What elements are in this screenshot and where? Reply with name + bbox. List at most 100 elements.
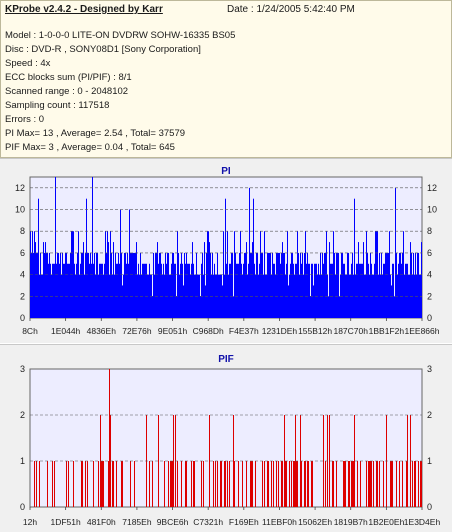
bar bbox=[129, 209, 130, 318]
bar bbox=[160, 252, 161, 318]
bar bbox=[324, 252, 325, 318]
bar bbox=[323, 415, 324, 507]
y-tick-label-left: 2 bbox=[20, 291, 25, 301]
bar bbox=[82, 461, 83, 507]
bar bbox=[130, 461, 131, 507]
bar bbox=[398, 263, 399, 318]
bar bbox=[379, 461, 380, 507]
bar bbox=[203, 461, 204, 507]
bar bbox=[409, 274, 410, 318]
bar bbox=[68, 263, 69, 318]
bar bbox=[246, 242, 247, 318]
y-tick-label-left: 12 bbox=[15, 183, 25, 193]
bar bbox=[37, 252, 38, 318]
bar bbox=[82, 252, 83, 318]
bar bbox=[126, 263, 127, 318]
chart-title: PI bbox=[221, 166, 231, 177]
bar bbox=[389, 231, 390, 318]
bar bbox=[101, 461, 102, 507]
bar bbox=[373, 461, 374, 507]
bar bbox=[328, 296, 329, 318]
bar bbox=[218, 274, 219, 318]
bar bbox=[206, 252, 207, 318]
bar bbox=[39, 274, 40, 318]
bar bbox=[296, 263, 297, 318]
bar bbox=[311, 461, 312, 507]
bar bbox=[354, 198, 355, 318]
bar bbox=[391, 461, 392, 507]
bar bbox=[368, 263, 369, 318]
scan-date: Date : 1/24/2005 5:42:40 PM bbox=[227, 4, 355, 15]
bar bbox=[255, 461, 256, 507]
bar bbox=[187, 263, 188, 318]
bar bbox=[352, 461, 353, 507]
bar bbox=[252, 461, 253, 507]
bar bbox=[101, 263, 102, 318]
bar bbox=[413, 252, 414, 318]
bar bbox=[262, 252, 263, 318]
bar bbox=[213, 274, 214, 318]
bar bbox=[298, 252, 299, 318]
bar bbox=[174, 263, 175, 318]
bar bbox=[392, 263, 393, 318]
bar bbox=[306, 263, 307, 318]
bar bbox=[85, 461, 86, 507]
x-tick-label: 187C70h bbox=[333, 326, 368, 336]
bar bbox=[363, 242, 364, 318]
bar bbox=[180, 263, 181, 318]
y-tick-label-left: 0 bbox=[20, 502, 25, 512]
bar bbox=[230, 263, 231, 318]
bar bbox=[135, 252, 136, 318]
bar bbox=[172, 461, 173, 507]
bar bbox=[184, 252, 185, 318]
bar bbox=[278, 252, 279, 318]
y-tick-label-left: 4 bbox=[20, 270, 25, 280]
bar bbox=[168, 252, 169, 318]
bar bbox=[47, 461, 48, 507]
y-tick-label-right: 1 bbox=[427, 456, 432, 466]
bar bbox=[267, 461, 268, 507]
bar bbox=[282, 461, 283, 507]
bar bbox=[67, 263, 68, 318]
bar bbox=[199, 274, 200, 318]
bar bbox=[102, 461, 103, 507]
bar bbox=[159, 252, 160, 318]
bar bbox=[153, 252, 154, 318]
bar bbox=[152, 296, 153, 318]
bar bbox=[279, 252, 280, 318]
x-tick-label: 72E76h bbox=[122, 326, 152, 336]
bar bbox=[196, 252, 197, 318]
bar bbox=[303, 274, 304, 318]
bar bbox=[415, 461, 416, 507]
bar bbox=[280, 263, 281, 318]
bar bbox=[311, 263, 312, 318]
bar bbox=[172, 252, 173, 318]
bar bbox=[241, 263, 242, 318]
bar bbox=[297, 461, 298, 507]
bar bbox=[358, 242, 359, 318]
bar bbox=[369, 274, 370, 318]
errors-line: Errors : 0 bbox=[5, 114, 45, 125]
bar bbox=[256, 252, 257, 318]
bar bbox=[214, 263, 215, 318]
bar bbox=[99, 263, 100, 318]
bar bbox=[284, 415, 285, 507]
bar bbox=[34, 461, 35, 507]
y-tick-label-right: 2 bbox=[427, 291, 432, 301]
bar bbox=[113, 461, 114, 507]
x-tick-label: 1DF51h bbox=[51, 517, 82, 527]
bar bbox=[377, 461, 378, 507]
ecc-line: ECC blocks sum (PI/PIF) : 8/1 bbox=[5, 72, 132, 83]
bar bbox=[134, 461, 135, 507]
bar bbox=[120, 209, 121, 318]
bar bbox=[414, 461, 415, 507]
bar bbox=[271, 461, 272, 507]
bar bbox=[98, 274, 99, 318]
bar bbox=[58, 252, 59, 318]
bar bbox=[81, 252, 82, 318]
bar bbox=[123, 274, 124, 318]
bar bbox=[369, 461, 370, 507]
bar bbox=[285, 461, 286, 507]
bar bbox=[289, 461, 290, 507]
bar bbox=[284, 252, 285, 318]
